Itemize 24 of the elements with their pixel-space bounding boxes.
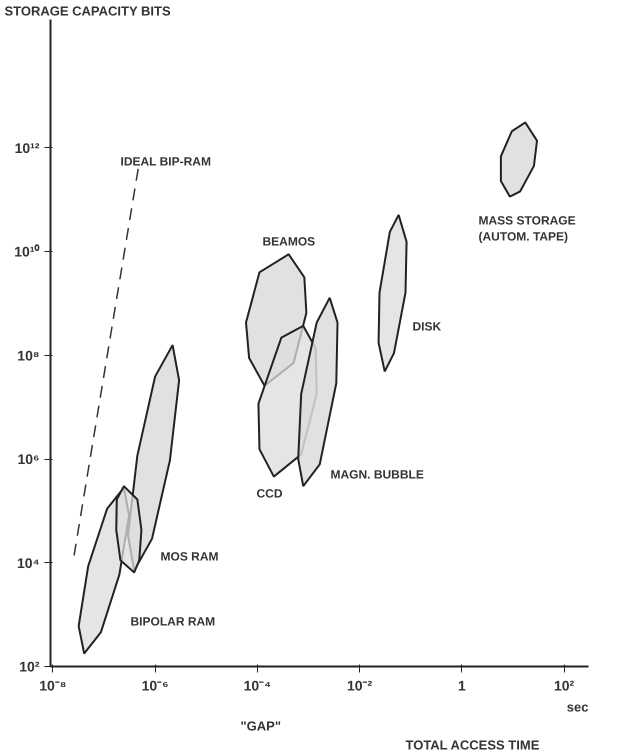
- x-tick-label: 10⁻⁴: [244, 678, 272, 694]
- x-axis-title: TOTAL ACCESS TIME: [406, 738, 540, 752]
- y-axis-title: STORAGE CAPACITY BITS: [4, 4, 171, 18]
- y-tick-label: 10⁶: [17, 451, 40, 468]
- x-tick-label: 10⁻²: [346, 678, 373, 694]
- series-label: CCD: [256, 486, 283, 500]
- series-label: BIPOLAR RAM: [130, 614, 216, 628]
- series-label: MAGN. BUBBLE: [330, 468, 424, 482]
- text: sec: [566, 700, 589, 714]
- x-tick-label: 10⁻⁶: [142, 678, 169, 694]
- x-tick-label: 10⁻⁸: [39, 678, 66, 694]
- series-label: DISK: [412, 320, 442, 334]
- y-tick-label: 10¹⁰: [14, 244, 40, 260]
- y-tick-label: 10¹²: [14, 140, 40, 156]
- text: MASS STORAGE (AUTOM. TAPE): [478, 213, 576, 244]
- series-label: BEAMOS: [262, 234, 316, 248]
- series-label: MOS RAM: [160, 550, 218, 564]
- y-tick-label: 10²: [19, 658, 40, 674]
- y-tick-label: 10⁴: [17, 554, 40, 571]
- series-label: IDEAL BIP-RAM: [120, 154, 211, 168]
- text: "GAP": [240, 718, 281, 734]
- x-tick-label: 10²: [554, 678, 575, 694]
- y-tick-label: 10⁸: [17, 347, 40, 364]
- x-tick-label: 1: [458, 678, 466, 694]
